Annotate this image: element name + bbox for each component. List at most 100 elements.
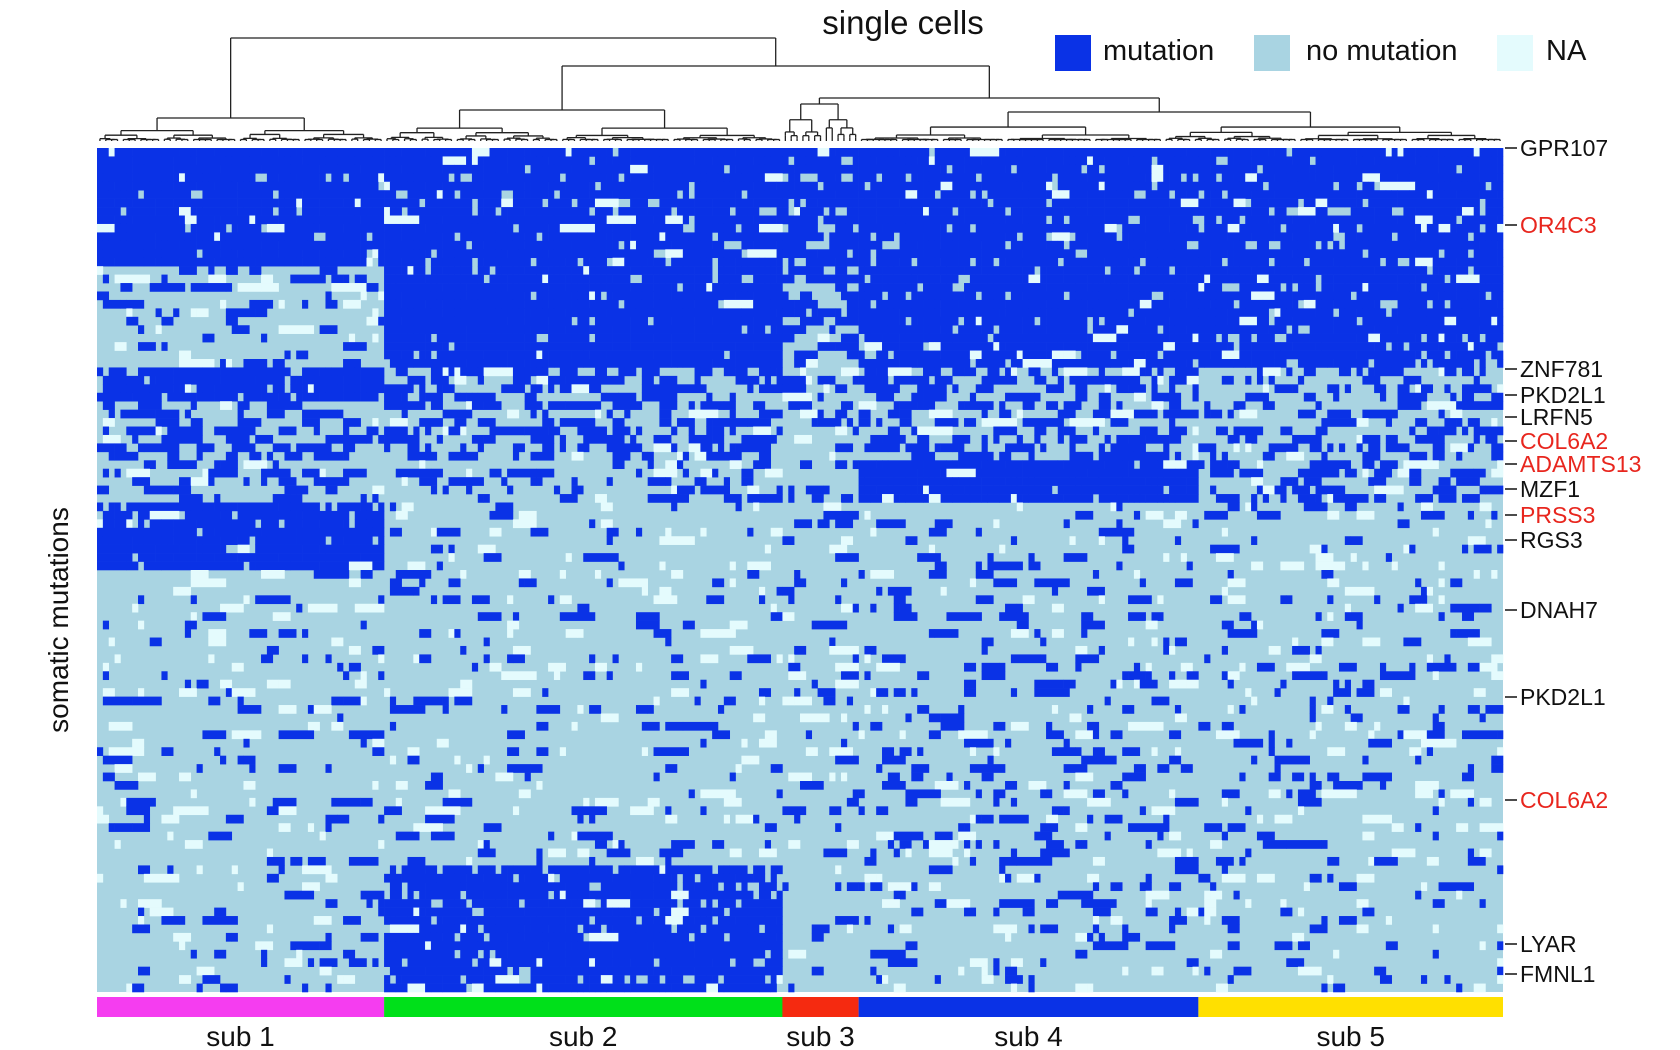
heatmap-cell-mutation (817, 519, 830, 529)
heatmap-cell-mutation (893, 316, 900, 326)
heatmap-cell-mutation (835, 409, 848, 419)
heatmap-cell-mutation (512, 274, 537, 284)
heatmap-cell-na (870, 527, 877, 537)
heatmap-cell-mutation (671, 443, 678, 453)
heatmap-cell-mutation (1262, 190, 1275, 199)
heatmap-cell-mutation (647, 148, 684, 157)
heatmap-cell-mutation (911, 164, 924, 174)
heatmap-cell-mutation (1432, 173, 1445, 183)
heatmap-cell-mutation (489, 232, 496, 242)
heatmap-cell-mutation (1221, 207, 1234, 216)
heatmap-cell-mutation (987, 173, 1000, 183)
heatmap-cell-mutation (1473, 156, 1480, 166)
heatmap-cell-mutation (717, 257, 725, 267)
heatmap-cell-mutation (237, 536, 250, 545)
heatmap-cell-mutation (1192, 181, 1199, 191)
heatmap-cell-mutation (243, 367, 268, 377)
heatmap-cell-mutation (1485, 434, 1498, 444)
heatmap-cell-mutation (1491, 510, 1498, 520)
heatmap-cell-mutation (1057, 375, 1064, 385)
heatmap-cell-mutation (1028, 325, 1041, 334)
heatmap-cell-mutation (290, 232, 309, 242)
heatmap-cell-mutation (442, 232, 455, 242)
heatmap-cell-mutation (770, 612, 783, 621)
heatmap-cell-mutation (700, 485, 730, 495)
heatmap-cell-mutation (858, 308, 889, 318)
heatmap-cell-mutation (1069, 375, 1088, 385)
heatmap-cell-mutation (671, 654, 684, 664)
heatmap-cell-mutation (1303, 502, 1328, 512)
heatmap-cell-mutation (969, 460, 982, 470)
heatmap-cell-na (1098, 181, 1105, 191)
heatmap-cell-mutation (1315, 612, 1322, 621)
heatmap-cell-mutation (1479, 190, 1486, 199)
heatmap-cell-mutation (319, 164, 326, 174)
heatmap-cell-mutation (138, 164, 145, 174)
heatmap-cell-mutation (1087, 299, 1117, 309)
heatmap-cell-mutation (1092, 308, 1129, 318)
heatmap-cell-mutation (600, 181, 607, 191)
heatmap-cell-mutation (1239, 240, 1246, 250)
heatmap-cell-mutation (1204, 308, 1217, 318)
heatmap-cell-mutation (571, 164, 584, 174)
heatmap-cell-mutation (354, 367, 361, 377)
heatmap-cell-mutation (946, 325, 953, 334)
heatmap-cell-mutation (1174, 257, 1182, 267)
heatmap-cell-mutation (864, 249, 871, 259)
heatmap-cell-mutation (1046, 325, 1053, 334)
heatmap-cell-mutation (442, 485, 449, 495)
heatmap-cell-mutation (688, 249, 725, 259)
heatmap-cell-na (928, 544, 936, 554)
heatmap-cell-mutation (618, 308, 637, 318)
heatmap-cell-na (1239, 409, 1258, 419)
heatmap-cell-mutation (1133, 274, 1164, 284)
heatmap-cell-mutation (864, 485, 877, 495)
heatmap-cell-mutation (1461, 494, 1475, 503)
heatmap-cell-mutation (624, 409, 631, 419)
heatmap-cell-mutation (665, 164, 701, 174)
heatmap-cell-mutation (577, 299, 584, 309)
heatmap-cell-na (1251, 561, 1264, 571)
heatmap-cell-na (407, 561, 414, 571)
heatmap-cell-mutation (928, 207, 947, 216)
heatmap-cell-mutation (1046, 274, 1064, 284)
heatmap-cell-mutation (143, 148, 151, 157)
heatmap-cell-mutation (647, 308, 684, 318)
heatmap-cell-mutation (606, 409, 613, 419)
heatmap-cell-mutation (272, 510, 291, 520)
heatmap-cell-na (694, 451, 707, 461)
heatmap-cell-mutation (981, 637, 994, 647)
heatmap-cell-mutation (1133, 223, 1146, 233)
heatmap-cell-mutation (1485, 274, 1504, 284)
heatmap-cell-mutation (354, 502, 361, 512)
heatmap-cell-mutation (507, 274, 514, 284)
heatmap-cell-mutation (1491, 190, 1498, 199)
heatmap-cell-mutation (1122, 477, 1146, 486)
heatmap-cell-na (1133, 570, 1141, 579)
heatmap-cell-mutation (501, 173, 531, 183)
heatmap-cell-mutation (712, 578, 725, 588)
heatmap-cell-mutation (1461, 156, 1469, 166)
heatmap-cell-mutation (477, 274, 484, 284)
heatmap-cell-mutation (1069, 164, 1076, 174)
heatmap-cell-mutation (1204, 283, 1223, 292)
heatmap-cell-mutation (1133, 257, 1141, 267)
heatmap-cell-mutation (1192, 316, 1199, 326)
heatmap-cell-mutation (313, 375, 338, 385)
heatmap-cell-na (1473, 570, 1480, 579)
heatmap-cell-mutation (378, 316, 385, 326)
heatmap-cell-mutation (999, 164, 1006, 174)
heatmap-cell-mutation (934, 308, 941, 318)
heatmap-cell-mutation (290, 215, 297, 225)
heatmap-cell-mutation (202, 223, 215, 233)
heatmap-cell-mutation (1344, 190, 1357, 199)
heatmap-cell-mutation (1157, 266, 1164, 275)
heatmap-cell-mutation (237, 553, 256, 562)
heatmap-cell-mutation (1174, 291, 1182, 301)
heatmap-cell-mutation (1069, 240, 1076, 250)
heatmap-cell-mutation (173, 384, 180, 394)
heatmap-cell-na (512, 645, 520, 655)
heatmap-cell-mutation (635, 291, 643, 301)
heatmap-cell-na (196, 308, 209, 318)
heatmap-cell-mutation (1186, 561, 1193, 571)
